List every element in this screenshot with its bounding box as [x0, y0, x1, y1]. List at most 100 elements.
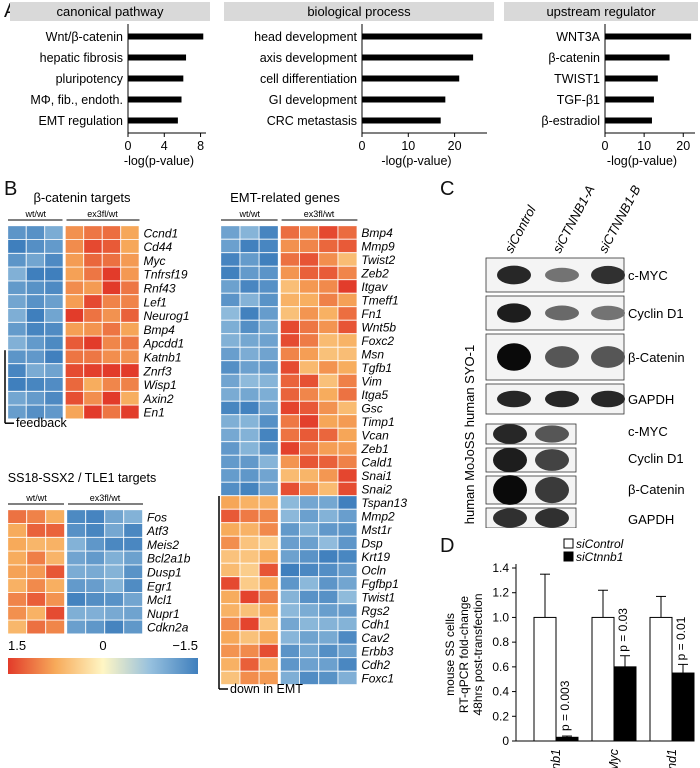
- heatmap-cell: [299, 509, 319, 523]
- gene-label: Rnf43: [144, 282, 176, 296]
- heatmap-cell: [102, 336, 121, 350]
- heatmap-cell: [45, 565, 65, 579]
- heatmap-cell: [318, 522, 338, 537]
- heatmap-cell: [220, 509, 240, 523]
- heatmap-cell: [338, 414, 357, 429]
- gene-label: Vcan: [361, 429, 389, 443]
- heatmap-cell: [44, 294, 64, 309]
- heatmap-cell: [220, 455, 240, 469]
- x-tick-label: 20: [448, 139, 462, 153]
- heatmap-cell: [120, 391, 140, 405]
- heatmap-cell: [44, 239, 64, 254]
- heatmap-cell: [220, 347, 240, 361]
- heatmap-cell: [318, 293, 338, 307]
- x-category-label: Ctnnb1: [549, 749, 563, 768]
- gene-label: Krt19: [361, 550, 390, 564]
- heatmap-cell: [26, 350, 45, 364]
- heatmap-cell: [7, 294, 27, 309]
- protein-label: c-MYC: [628, 268, 668, 283]
- enrichment-bar: [605, 54, 670, 61]
- heatmap-cell: [7, 606, 27, 620]
- heatmap-cell: [7, 225, 27, 240]
- heatmap-cell: [259, 563, 279, 577]
- blot-band: [493, 475, 527, 505]
- heatmap-cell: [299, 617, 319, 631]
- heatmap-cell: [240, 509, 259, 523]
- heatmap-cell: [240, 347, 259, 361]
- heatmap-cell: [220, 252, 240, 267]
- heatmap-cell: [280, 441, 300, 456]
- heatmap-cell: [299, 266, 319, 280]
- heatmap-cell: [220, 293, 240, 307]
- heatmap-cell: [299, 630, 319, 645]
- gene-label: Wisp1: [144, 378, 177, 392]
- gene-label: Atf3: [146, 524, 169, 538]
- heatmap-cell: [299, 414, 319, 429]
- heatmap-cell: [26, 308, 45, 323]
- heatmap-cell: [299, 347, 319, 361]
- heatmap-cell: [123, 523, 143, 538]
- heatmap-cell: [220, 563, 240, 577]
- heatmap-cell: [338, 603, 357, 618]
- term-label: β-catenin: [548, 51, 600, 65]
- heatmap-cell: [318, 333, 338, 348]
- heatmap-cell: [220, 549, 240, 564]
- heatmap-cell: [44, 253, 64, 267]
- enrichment-bar: [362, 117, 441, 124]
- heatmap-cell: [120, 267, 140, 281]
- heatmap-cell: [299, 293, 319, 307]
- gene-label: En1: [144, 406, 165, 420]
- heatmap-cell: [240, 576, 259, 591]
- heatmap-cell: [102, 363, 121, 378]
- heatmap-ss18: FosAtf3Meis2Bcl2a1bDusp1Egr1Mcl1Nupr1Cdk…: [7, 493, 191, 635]
- bar-sicontrol-ctnnb1: [533, 616, 557, 742]
- heatmap-cell: [280, 603, 300, 618]
- heatmap-cell: [280, 536, 300, 550]
- heatmap-cell: [83, 253, 103, 267]
- heatmap-cell: [240, 414, 259, 429]
- heatmap-cell: [44, 322, 64, 336]
- heatmap-cell: [299, 441, 319, 456]
- heatmap-cell: [299, 590, 319, 604]
- heatmap-cell: [318, 563, 338, 577]
- heatmap-cell: [240, 374, 259, 388]
- heatmap-cell: [102, 239, 121, 254]
- heatmap-cell: [338, 671, 357, 685]
- panel-a-chart-biological-process: biological process head development axis d…: [224, 2, 494, 168]
- heatmap-cell: [44, 267, 64, 281]
- heatmap-cell: [338, 252, 357, 267]
- legend-swatch-sicontrol: [563, 538, 574, 549]
- heatmap-cell: [338, 576, 357, 591]
- heatmap-cell: [280, 239, 300, 253]
- enrichment-bar: [362, 75, 460, 82]
- heatmap-cell: [120, 405, 140, 419]
- heatmap-cell: [240, 536, 259, 550]
- heatmap-cell: [240, 590, 259, 604]
- heatmap-cell: [26, 523, 46, 538]
- heatmap-cell: [338, 225, 357, 240]
- heatmap-cell: [338, 468, 357, 483]
- heatmap-cell: [102, 377, 121, 392]
- heatmap-cell: [338, 630, 357, 645]
- lane-label-sictnnb1-b: siCTNNB1-B: [595, 182, 643, 255]
- blot-band: [497, 303, 531, 323]
- heatmap-cell: [299, 468, 319, 483]
- enrichment-bar: [605, 33, 692, 40]
- gene-label: Mmp9: [361, 240, 395, 254]
- heatmap-cell: [318, 360, 338, 375]
- heatmap-cell: [280, 563, 300, 577]
- heatmap-cell: [299, 644, 319, 658]
- heatmap-cell: [280, 225, 300, 240]
- x-tick-label: 4: [161, 139, 168, 153]
- x-category-label: Ccnd1: [665, 749, 679, 768]
- heatmap-cell: [66, 578, 86, 593]
- heatmap-cell: [66, 509, 86, 524]
- heatmap-cell: [318, 576, 338, 591]
- heatmap-cell: [299, 320, 319, 334]
- heatmap-cell: [220, 279, 240, 294]
- scale-mid-label: 0: [99, 638, 106, 653]
- blot-band: [493, 424, 527, 444]
- heatmap-cell: [318, 603, 338, 618]
- heatmap-cell: [338, 509, 357, 523]
- heatmap-cell: [299, 563, 319, 577]
